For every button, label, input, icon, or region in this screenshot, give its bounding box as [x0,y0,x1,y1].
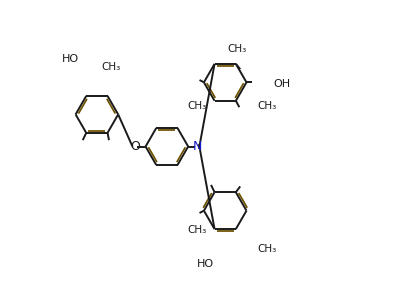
Text: CH₃: CH₃ [257,244,276,254]
Text: N: N [193,140,202,153]
Text: HO: HO [62,54,79,64]
Text: CH₃: CH₃ [257,101,276,111]
Text: HO: HO [196,259,214,269]
Text: OH: OH [273,79,290,89]
Text: O: O [130,140,140,153]
Text: CH₃: CH₃ [187,225,206,235]
Text: CH₃: CH₃ [227,45,246,54]
Text: CH₃: CH₃ [102,62,121,72]
Text: CH₃: CH₃ [187,101,206,111]
